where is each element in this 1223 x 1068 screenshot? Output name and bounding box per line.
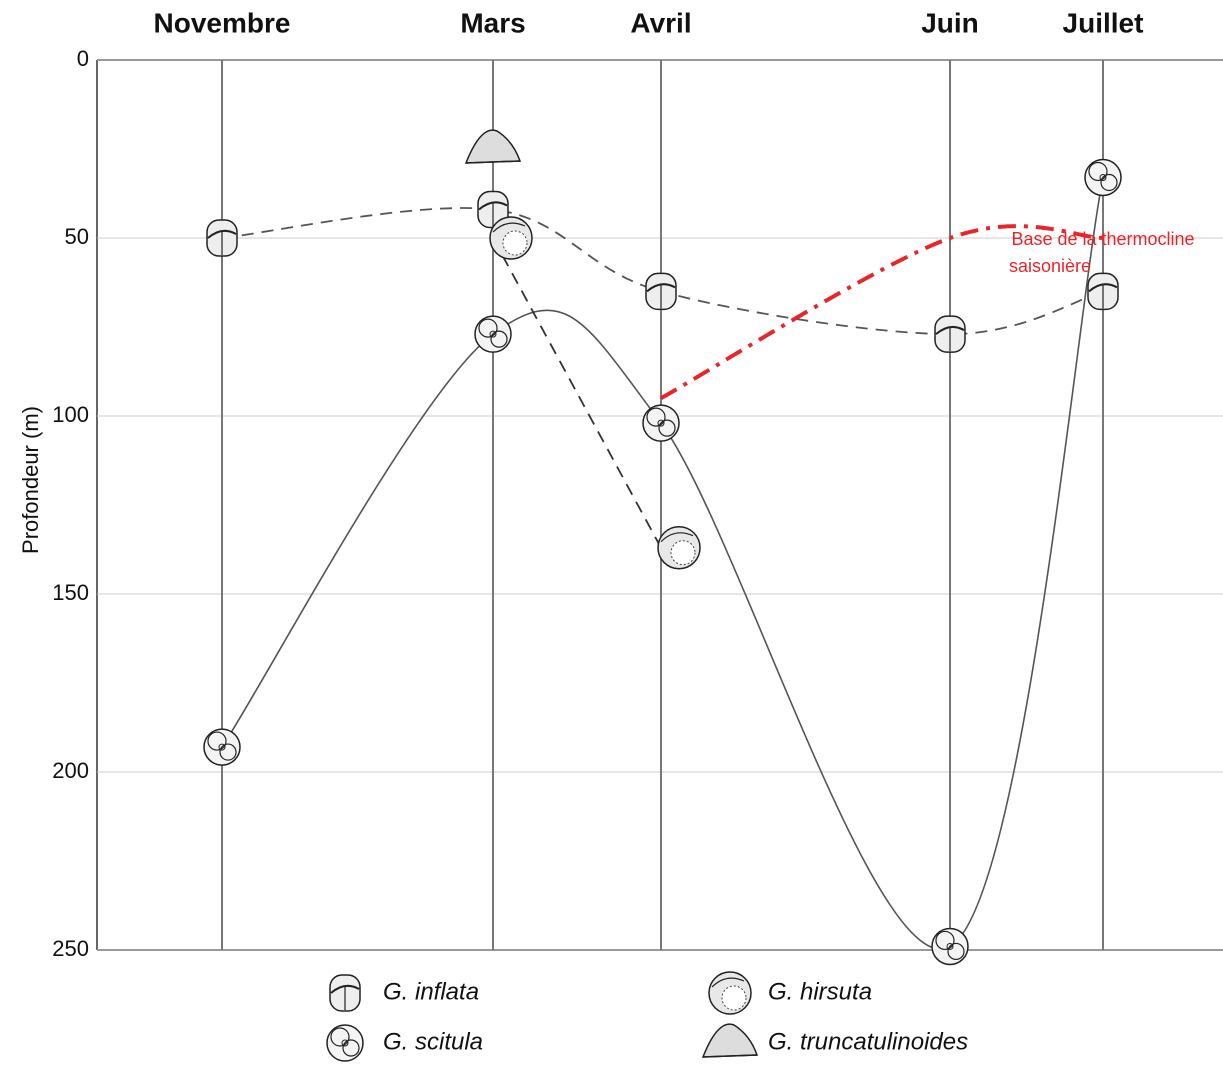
marker — [1084, 158, 1122, 197]
series-line — [221, 207, 1104, 336]
marker-shape — [935, 325, 965, 335]
marker-shape — [935, 930, 955, 951]
marker-shape — [657, 419, 665, 427]
annotation-line: Base de la thermocline — [1011, 229, 1194, 249]
x-tick-label: Novembre — [154, 7, 291, 38]
marker-shape — [492, 222, 526, 233]
marker-shape — [660, 532, 694, 543]
marker-shape — [947, 942, 965, 961]
series-line — [660, 224, 1104, 400]
marker — [474, 315, 512, 353]
y-axis-label: Profondeur (m) — [18, 406, 43, 554]
x-tick-label: Mars — [460, 7, 525, 38]
marker-shape — [646, 407, 666, 427]
marker-shape — [646, 283, 676, 293]
marker-shape — [1099, 173, 1107, 181]
legend-icon — [329, 974, 361, 1012]
x-tick-label: Juillet — [1063, 7, 1144, 38]
legend-label: G. inflata — [383, 978, 479, 1005]
marker — [934, 315, 966, 353]
y-tick-label: 250 — [52, 936, 89, 961]
marker-shape — [490, 330, 508, 348]
y-tick-label: 150 — [52, 580, 89, 605]
marker-shape — [464, 129, 522, 164]
marker-shape — [701, 1023, 759, 1058]
legend-label: G. scitula — [383, 1028, 483, 1055]
marker — [464, 129, 522, 164]
marker-shape — [946, 942, 954, 950]
marker — [931, 927, 969, 966]
marker — [489, 216, 533, 260]
legend-icon — [701, 1023, 759, 1058]
marker-shape — [502, 230, 528, 256]
y-tick-label: 200 — [52, 758, 89, 783]
marker — [657, 525, 701, 570]
marker — [1087, 272, 1119, 311]
marker-shape — [658, 419, 676, 437]
y-tick-label: 100 — [52, 402, 89, 427]
marker-shape — [330, 984, 360, 994]
marker-shape — [207, 229, 237, 239]
marker — [645, 272, 677, 311]
series-line — [492, 237, 662, 549]
marker-shape — [1100, 173, 1118, 192]
x-tick-label: Avril — [630, 7, 691, 38]
marker-shape — [330, 1027, 350, 1047]
annotation-line: saisonière — [1009, 256, 1091, 276]
marker — [203, 728, 241, 766]
marker-shape — [702, 1054, 758, 1058]
marker-shape — [478, 318, 498, 338]
series-line — [221, 177, 1104, 950]
marker-shape — [489, 330, 497, 338]
legend-icon — [708, 971, 752, 1015]
legend-label: G. hirsuta — [768, 978, 872, 1005]
y-tick-label: 0 — [77, 46, 89, 71]
marker-shape — [721, 985, 747, 1011]
y-tick-label: 50 — [65, 224, 89, 249]
marker-shape — [465, 160, 521, 164]
marker-shape — [341, 1039, 349, 1047]
marker-shape — [207, 731, 227, 751]
marker — [642, 404, 680, 442]
marker-shape — [218, 743, 226, 751]
marker-shape — [1088, 161, 1108, 182]
annotation: Base de la thermocline saisonière — [1009, 229, 1195, 276]
marker-shape — [670, 540, 696, 566]
marker — [206, 219, 238, 257]
x-tick-label: Juin — [921, 7, 979, 38]
legend-label: G. truncatulinoides — [768, 1028, 968, 1055]
marker-shape — [711, 977, 745, 988]
legend-icon — [326, 1024, 364, 1062]
marker-shape — [478, 201, 508, 211]
marker-shape — [1088, 283, 1118, 293]
marker-shape — [219, 743, 237, 761]
marker-shape — [342, 1039, 360, 1057]
